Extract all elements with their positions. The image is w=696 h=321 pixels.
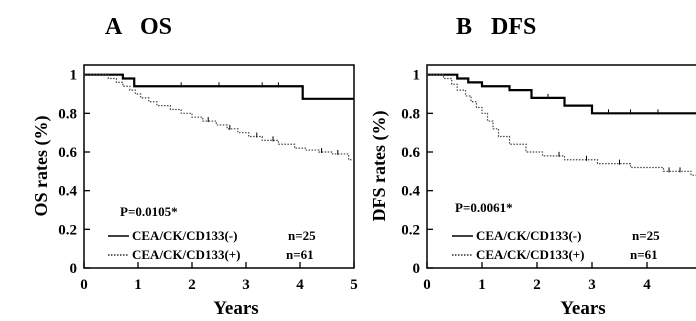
x-axis: 0 1 2 3 4 5 [80, 262, 358, 293]
y-tick-label: 1 [70, 68, 78, 84]
x-axis-label: Years [213, 298, 258, 319]
legend-label: CEA/CK/CD133(-) [132, 228, 237, 243]
y-axis-label: OS rates (%) [31, 116, 52, 217]
y-tick-label: 0.6 [401, 145, 420, 161]
panel-title: OS [140, 14, 172, 40]
panel-letter: B [456, 14, 472, 40]
plot-frame [83, 64, 355, 269]
legend-label: CEA/CK/CD133(-) [476, 228, 581, 243]
curves [84, 73, 354, 161]
x-axis-label: Years [560, 298, 605, 319]
curves [427, 73, 696, 176]
legend-n: n=25 [288, 228, 316, 243]
y-tick-label: 0.8 [401, 106, 420, 122]
survival-curve-negative [427, 73, 696, 115]
legend-label: CEA/CK/CD133(+) [476, 247, 585, 262]
x-tick-label: 2 [188, 277, 196, 293]
y-tick-label: 1 [413, 68, 421, 84]
p-value-annotation: P=0.0105* [120, 204, 178, 219]
survival-curve-negative [84, 73, 354, 100]
p-value-annotation: P=0.0061* [455, 200, 513, 215]
panel-letter: A [105, 14, 123, 40]
legend-n: n=25 [632, 228, 660, 243]
plot-frame [426, 64, 696, 269]
y-tick-label: 0 [413, 261, 421, 277]
y-tick-label: 0.4 [58, 184, 77, 200]
y-tick-label: 0.2 [401, 222, 420, 238]
x-tick-label: 5 [350, 277, 358, 293]
x-tick-label: 1 [478, 277, 486, 293]
y-tick-label: 0.8 [58, 106, 77, 122]
x-tick-label: 3 [242, 277, 250, 293]
y-tick-label: 0 [70, 261, 78, 277]
legend: CEA/CK/CD133(-) n=25 CEA/CK/CD133(+) n=6… [108, 228, 316, 262]
survival-curve-positive [84, 74, 354, 161]
legend: CEA/CK/CD133(-) n=25 CEA/CK/CD133(+) n=6… [452, 228, 660, 262]
y-axis-label: DFS rates (%) [369, 111, 390, 222]
x-tick-label: 0 [423, 277, 431, 293]
y-tick-label: 0.4 [401, 184, 420, 200]
legend-n: n=61 [630, 247, 658, 262]
y-tick-label: 0.2 [58, 222, 77, 238]
x-tick-label: 2 [533, 277, 541, 293]
legend-n: n=61 [286, 247, 314, 262]
panel-title: DFS [491, 14, 536, 40]
x-tick-label: 4 [643, 277, 651, 293]
legend-label: CEA/CK/CD133(+) [132, 247, 241, 262]
survival-curve-positive [427, 74, 696, 176]
x-tick-label: 1 [134, 277, 142, 293]
y-axis: 0 0.2 0.4 0.6 0.8 1 [401, 68, 433, 277]
x-tick-label: 0 [80, 277, 88, 293]
x-tick-label: 3 [588, 277, 596, 293]
y-tick-label: 0.6 [58, 145, 77, 161]
x-tick-label: 4 [296, 277, 304, 293]
y-axis: 0 0.2 0.4 0.6 0.8 1 [58, 68, 90, 277]
